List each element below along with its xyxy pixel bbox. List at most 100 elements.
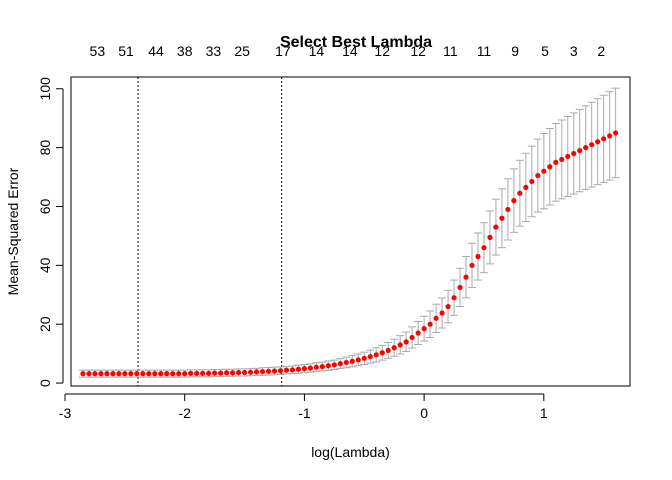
mse-point <box>152 371 158 377</box>
mse-point <box>571 150 577 157</box>
mse-point <box>385 347 391 353</box>
error-bars <box>78 87 620 378</box>
mse-point <box>182 371 188 377</box>
mse-point <box>122 371 128 377</box>
mse-point <box>607 133 613 139</box>
top-axis-label: 5 <box>541 43 549 59</box>
x-axis: -3 -2 -1 0 1 <box>59 393 548 421</box>
mse-point <box>86 371 92 377</box>
mse-point <box>535 172 541 179</box>
data-points <box>80 130 619 377</box>
mse-point <box>265 368 272 374</box>
mse-point <box>146 371 152 377</box>
top-axis-label: 2 <box>597 43 605 59</box>
top-axis-labels: 53 51 44 38 33 25 17 14 14 12 12 11 11 9 5 3 2 <box>90 43 606 59</box>
mse-point <box>212 370 218 376</box>
mse-point <box>469 262 475 268</box>
mse-point <box>277 368 284 374</box>
mse-point <box>289 367 296 373</box>
mse-point <box>110 371 116 377</box>
mse-point <box>583 145 589 151</box>
mse-point <box>134 371 140 377</box>
mse-point <box>194 370 200 376</box>
mse-point <box>247 369 254 375</box>
mse-point <box>331 362 337 368</box>
mse-point <box>313 364 319 370</box>
mse-point <box>493 224 499 230</box>
mse-point <box>439 310 445 316</box>
mse-point <box>283 367 290 373</box>
top-axis-label: 11 <box>443 43 458 59</box>
mse-point <box>505 206 511 213</box>
x-tick-label: 0 <box>420 405 428 421</box>
plot-frame <box>70 76 631 387</box>
mse-point <box>319 363 325 370</box>
top-axis-label: 33 <box>206 43 222 59</box>
mse-point <box>367 353 373 360</box>
mse-point <box>541 168 547 174</box>
mse-point <box>229 370 236 376</box>
top-axis-label: 11 <box>477 43 492 59</box>
mse-point <box>547 164 553 170</box>
x-tick-label: -3 <box>59 405 72 421</box>
top-axis-label: 3 <box>570 43 578 59</box>
mse-point <box>301 366 308 372</box>
mse-point <box>188 370 194 376</box>
mse-point <box>403 339 409 345</box>
y-tick-label: 60 <box>37 198 53 214</box>
mse-point <box>589 142 595 148</box>
mse-point <box>457 284 463 291</box>
top-axis-label: 9 <box>511 43 519 59</box>
mse-point <box>92 371 98 377</box>
mse-point <box>451 295 457 301</box>
y-tick-label: 80 <box>37 140 53 156</box>
x-tick-label: -1 <box>298 405 311 421</box>
y-tick-label: 0 <box>37 379 53 387</box>
mse-point <box>307 365 314 371</box>
mse-point <box>613 130 619 136</box>
mse-point <box>559 156 565 162</box>
mse-point <box>529 178 535 185</box>
mse-point <box>98 371 104 377</box>
mse-point <box>116 371 122 377</box>
mse-point <box>200 370 206 376</box>
mse-point <box>176 371 182 377</box>
mse-point <box>80 371 86 377</box>
mse-point <box>128 371 134 377</box>
mse-point <box>427 321 433 327</box>
top-axis-label: 51 <box>118 43 134 59</box>
mse-point <box>224 370 230 376</box>
mse-point <box>259 368 266 375</box>
mse-point <box>391 345 397 351</box>
mse-point <box>337 361 343 367</box>
mse-point <box>463 274 469 280</box>
mse-point <box>164 371 170 377</box>
mse-point <box>517 190 523 196</box>
mse-point <box>140 371 146 377</box>
mse-point <box>158 371 164 377</box>
top-axis-label: 14 <box>342 43 358 59</box>
mse-point <box>475 253 481 260</box>
y-tick-label: 40 <box>37 257 53 273</box>
y-tick-label: 100 <box>37 77 53 101</box>
mse-point <box>499 215 505 221</box>
top-axis-label: 14 <box>309 43 325 59</box>
top-axis-label: 17 <box>275 43 291 59</box>
top-axis-label: 12 <box>410 43 426 59</box>
mse-point <box>409 334 415 341</box>
mse-point <box>325 363 331 369</box>
mse-point <box>206 370 212 376</box>
top-axis-label: 12 <box>374 43 390 59</box>
y-axis: 0 20 40 60 80 100 <box>37 77 64 387</box>
mse-point <box>445 303 451 310</box>
mse-point <box>355 357 361 363</box>
mse-point <box>218 370 224 376</box>
mse-point <box>295 366 302 372</box>
mse-point <box>361 355 367 361</box>
mse-point <box>343 359 349 366</box>
mse-point <box>421 326 427 332</box>
top-axis-label: 53 <box>90 43 106 59</box>
chart-title: Select Best Lambda <box>280 34 432 51</box>
mse-point <box>397 342 403 348</box>
